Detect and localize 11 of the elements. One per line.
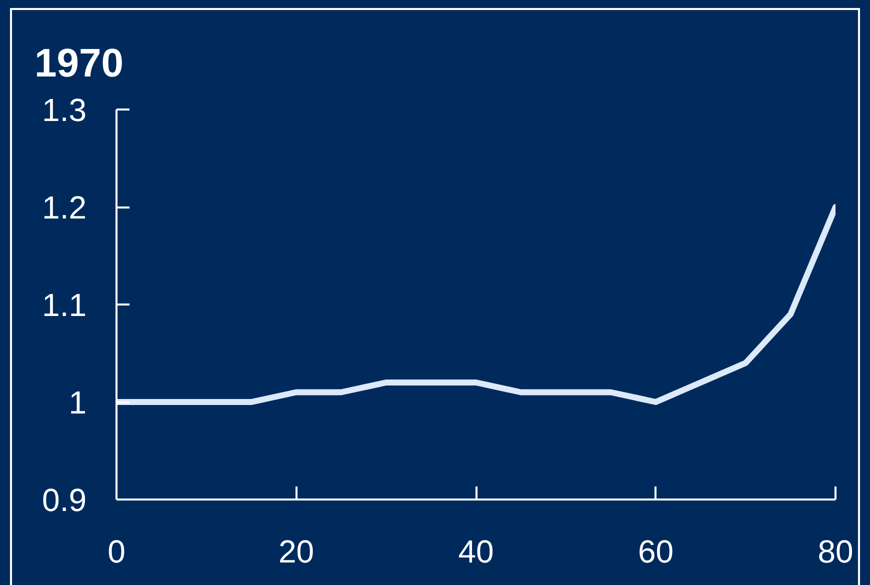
x-tick-label: 0 [108,534,126,570]
chart-title: 1970 [34,42,124,86]
y-tick-label: 1.1 [42,287,86,323]
x-tick-label: 20 [278,534,314,570]
x-tick-label: 80 [818,534,854,570]
y-tick-label: 1.3 [42,92,86,128]
x-tick-label: 60 [638,534,674,570]
y-tick-label: 0.9 [42,482,86,518]
y-tick-label: 1 [68,384,86,420]
x-tick-label: 40 [458,534,494,570]
y-tick-label: 1.2 [42,190,86,226]
